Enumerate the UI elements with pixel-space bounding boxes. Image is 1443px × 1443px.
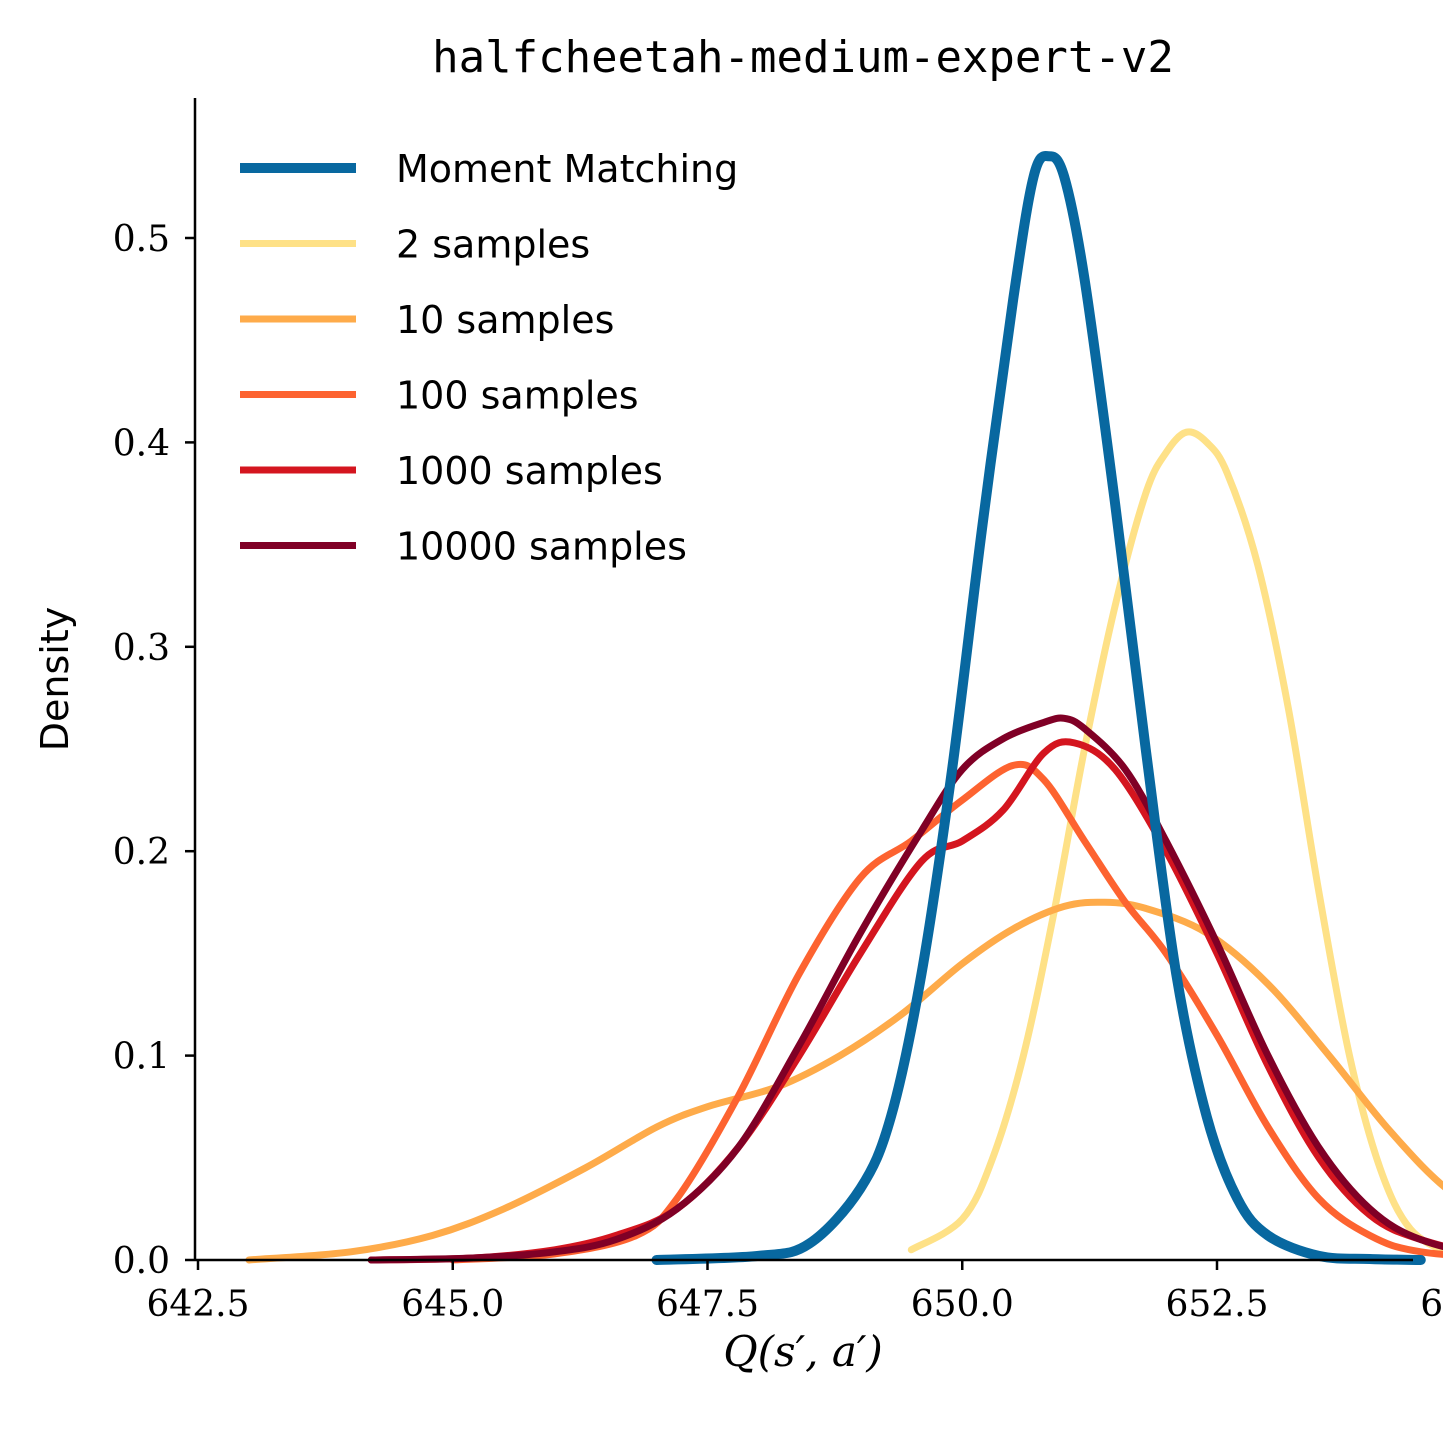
- chart-title: halfcheetah-medium-expert-v2: [432, 32, 1174, 83]
- legend-label-0: Moment Matching: [396, 147, 738, 191]
- legend-label-3: 100 samples: [396, 374, 639, 418]
- y-axis-ticks: 0.0 0.1 0.2 0.3 0.4 0.5: [113, 219, 195, 1282]
- y-tick-label: 0.4: [113, 423, 170, 464]
- y-tick-label: 0.5: [113, 219, 170, 260]
- y-axis-label: Density: [33, 607, 77, 751]
- x-tick-label: 647.5: [656, 1284, 759, 1325]
- series-line-3: [449, 760, 1443, 1264]
- legend: Moment Matching 2 samples 10 samples 100 sa…: [240, 147, 738, 569]
- y-tick-label: 0.0: [113, 1241, 170, 1282]
- legend-label-5: 10000 samples: [396, 525, 687, 569]
- y-tick-label: 0.1: [113, 1037, 170, 1078]
- x-tick-label: 652.5: [1165, 1284, 1268, 1325]
- series-line-5: [367, 714, 1443, 1264]
- legend-label-1: 2 samples: [396, 223, 590, 267]
- y-tick-label: 0.2: [113, 832, 170, 873]
- x-tick-label: 655.0: [1420, 1284, 1443, 1325]
- series-line-2: [245, 898, 1443, 1264]
- x-tick-label: 642.5: [146, 1284, 249, 1325]
- legend-label-4: 1000 samples: [396, 449, 663, 493]
- x-tick-label: 650.0: [911, 1284, 1014, 1325]
- x-tick-label: 645.0: [401, 1284, 504, 1325]
- series-line-1: [907, 428, 1443, 1255]
- legend-label-2: 10 samples: [396, 298, 614, 342]
- y-tick-label: 0.3: [113, 628, 170, 669]
- x-axis-ticks: 642.5 645.0 647.5 650.0 652.5 655.0: [146, 1260, 1443, 1325]
- series-lines: [245, 151, 1443, 1265]
- x-axis-label: Q(s′, a′): [723, 1327, 883, 1376]
- series-line-0: [651, 151, 1426, 1265]
